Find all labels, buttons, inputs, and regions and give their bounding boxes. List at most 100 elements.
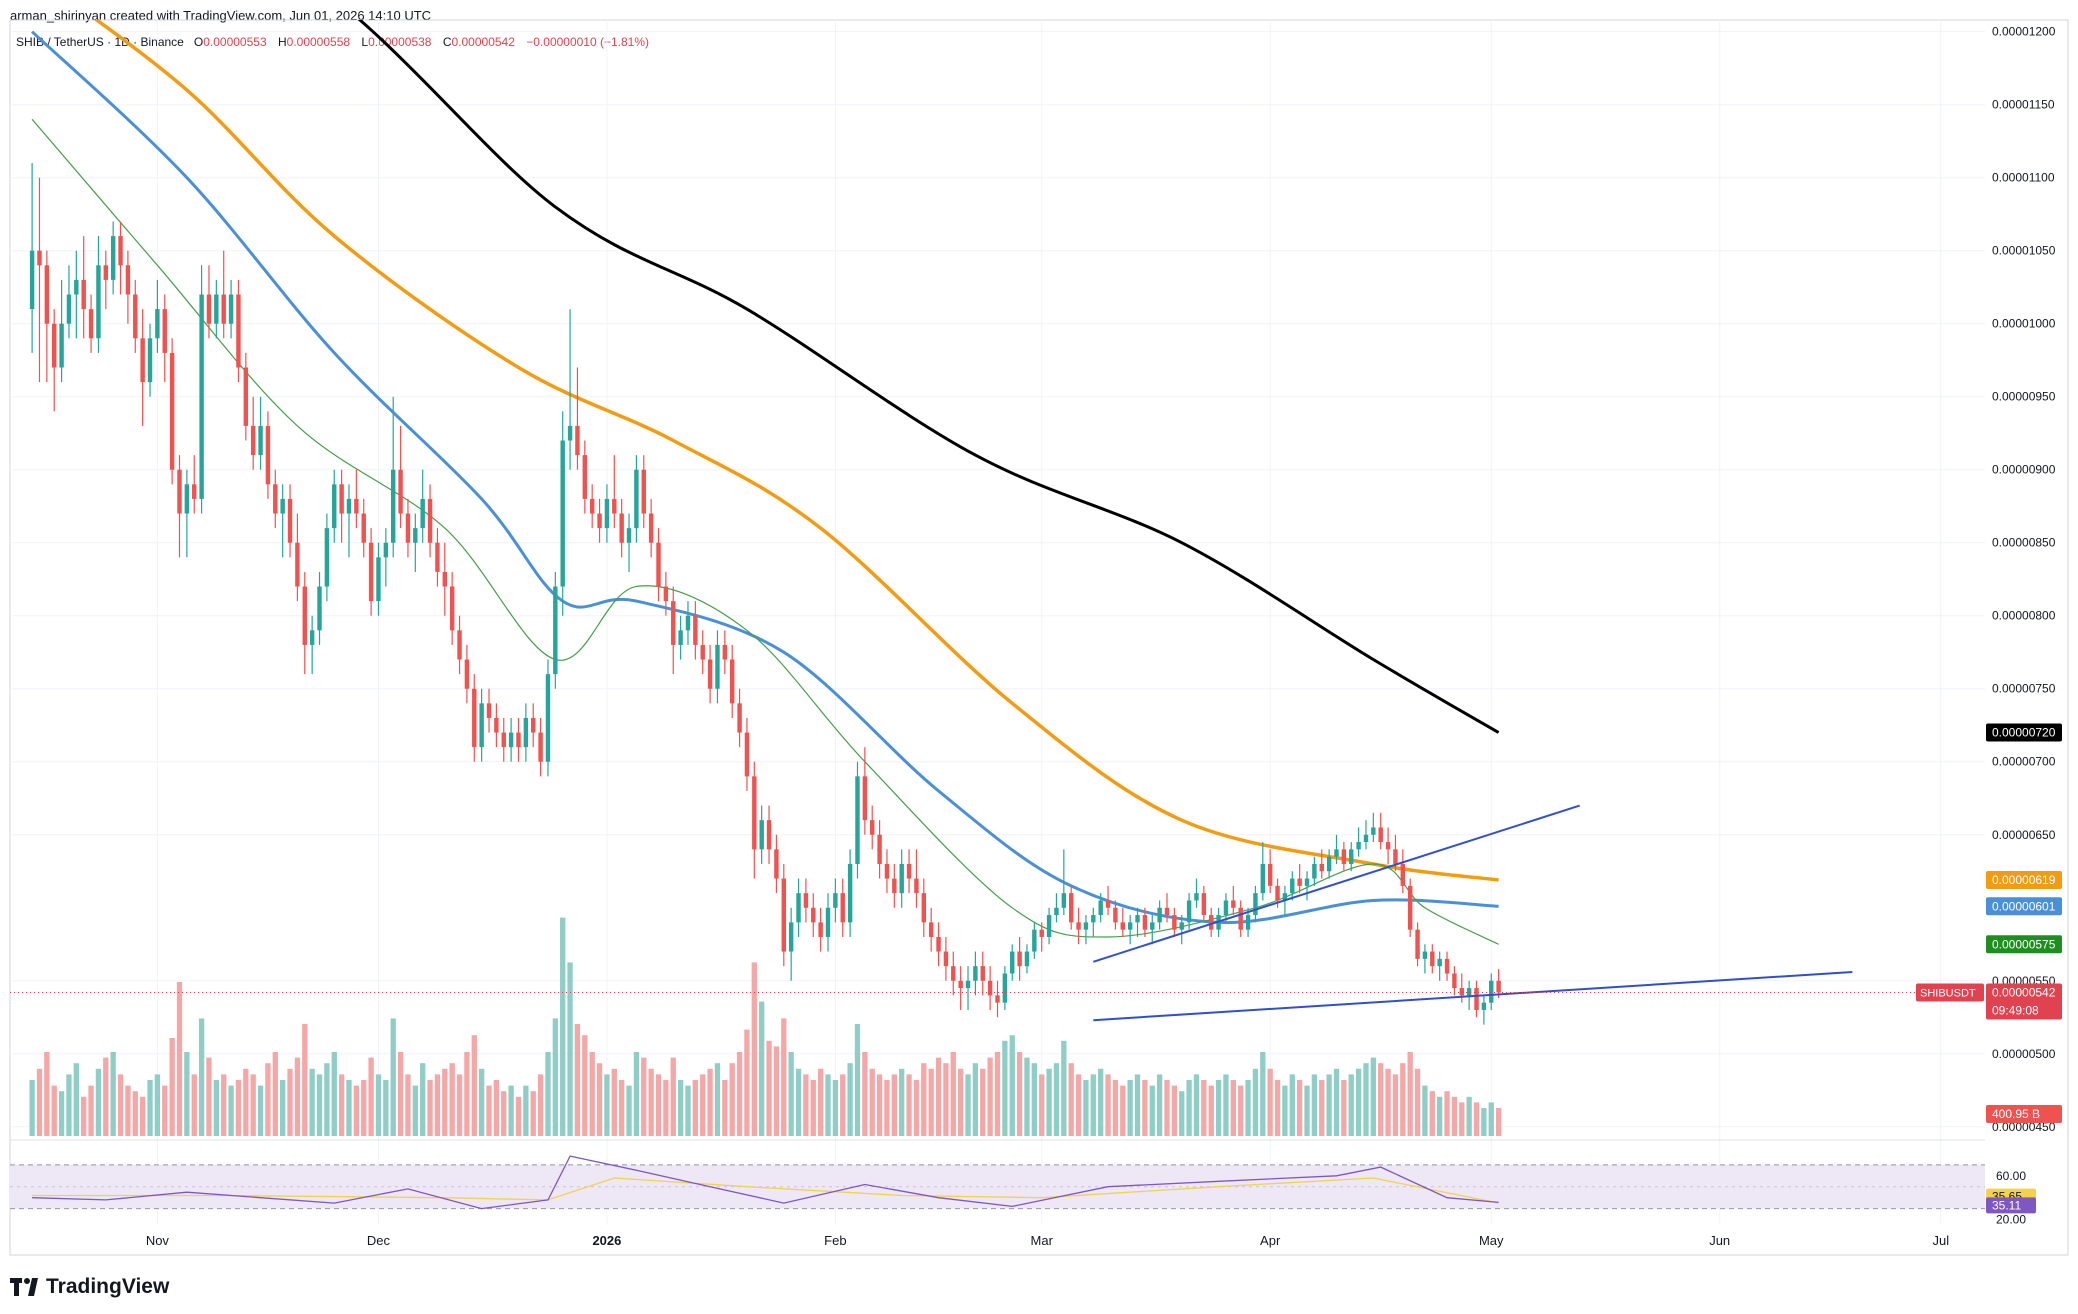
volume-bar [862, 1052, 868, 1136]
volume-bar [619, 1080, 625, 1136]
candle-body [258, 425, 263, 456]
volume-bar [265, 1063, 271, 1136]
volume-bar [1363, 1063, 1369, 1136]
symbol-name: SHIB / TetherUS · 1D · Binance [16, 35, 184, 49]
x-tick-label: Mar [1031, 1233, 1054, 1248]
candle-body [206, 294, 212, 324]
volume-bar [302, 1024, 308, 1136]
volume-bar [324, 1063, 330, 1136]
tradingview-logo[interactable]: TradingView [10, 1275, 169, 1299]
candle-body [494, 717, 499, 733]
volume-bar [198, 1018, 205, 1136]
candle-body [1113, 907, 1118, 923]
candle-body [1024, 951, 1030, 967]
volume-bar [1201, 1080, 1207, 1136]
candle-body [1275, 885, 1280, 901]
volume-bar [1473, 1102, 1480, 1136]
candle-body [1312, 863, 1317, 879]
volume-bar [655, 1074, 662, 1136]
volume-bar [316, 1074, 323, 1136]
volume-bar [1245, 1080, 1251, 1136]
volume-bar [1400, 1063, 1406, 1136]
volume-bar [921, 1063, 927, 1136]
volume-bar [781, 1018, 787, 1136]
price-tags: 0.00000720 0.00000619 0.00000601 0.00000575… [1916, 723, 2062, 1214]
volume-bar [736, 1052, 743, 1136]
symbol-tag-bg [1916, 983, 1984, 1002]
y-tick-label: 0.00000500 [1992, 1047, 2056, 1061]
price-tag-bg [1986, 723, 2062, 742]
candle-body [140, 338, 145, 383]
candle-body [221, 294, 226, 324]
candle-body [1164, 907, 1170, 916]
candle-body [744, 732, 750, 777]
candle-body [1238, 907, 1243, 930]
price-tag-text: 0.00000575 [1992, 937, 2056, 951]
volume-bar [523, 1085, 529, 1136]
volume-bar [169, 1038, 175, 1136]
candle-body [420, 498, 425, 529]
candle-body [118, 236, 123, 266]
tradingview-logo-icon [10, 1278, 40, 1296]
candle-body [1135, 915, 1140, 923]
volume-bar [1238, 1085, 1244, 1136]
candle-body [1371, 827, 1376, 835]
volume-bar [1053, 1063, 1060, 1136]
volume-bar [257, 1085, 264, 1136]
volume-bar [206, 1057, 212, 1136]
volume-bar [1326, 1074, 1332, 1136]
y-tick-label: 0.00001050 [1992, 244, 2056, 258]
candle-body [634, 469, 639, 529]
candle-body [1091, 915, 1096, 923]
volume-bar [854, 1024, 861, 1136]
candle-body [508, 732, 514, 748]
volume-bar [1223, 1074, 1229, 1136]
candle-body [147, 338, 153, 383]
volume-bar [906, 1074, 912, 1136]
price-tag-bg [1986, 935, 2062, 954]
candle-body [177, 469, 182, 514]
y-tick-label: 0.00000700 [1992, 755, 2056, 769]
candle-body [818, 922, 823, 937]
candle-body [1349, 849, 1354, 864]
volume-tag-text: 400.95 B [1992, 1107, 2040, 1121]
y-tick-label: 0.00000750 [1992, 682, 2056, 696]
volume-bar [972, 1063, 979, 1136]
candle-body [1209, 915, 1214, 930]
volume-bar [913, 1080, 920, 1136]
candle-body [1054, 907, 1059, 916]
volume-bar [375, 1074, 382, 1136]
volume-bar [589, 1052, 595, 1136]
volume-bar [250, 1074, 256, 1136]
candle-body [796, 893, 801, 923]
candle-body [752, 776, 757, 850]
ma-20-line [31, 118, 1499, 945]
volume-bar [899, 1068, 905, 1136]
candle-body [825, 907, 831, 937]
candle-body [324, 528, 330, 587]
candle-body [125, 265, 131, 295]
volume-bar [66, 1074, 72, 1136]
volume-bar [958, 1068, 964, 1136]
price-tag-text: 0.00000619 [1992, 873, 2056, 887]
volume-bar [464, 1052, 470, 1136]
candle-body [280, 498, 285, 514]
volume-bar [1319, 1080, 1325, 1136]
candle-body [162, 309, 167, 353]
candle-body [1157, 907, 1162, 923]
time-axis[interactable]: Nov Dec 2026 Feb Mar Apr May Jun Jul [146, 1233, 1949, 1248]
candle-body [1172, 915, 1177, 930]
candle-body [619, 513, 624, 543]
candle-body [604, 498, 610, 529]
volume-bar [1348, 1074, 1354, 1136]
volume-bar [442, 1068, 448, 1136]
candle-body [1452, 973, 1457, 989]
volume-bar [1296, 1080, 1303, 1136]
trendline-2 [1093, 971, 1853, 1022]
volume-bar [243, 1068, 249, 1136]
volume-bar [1127, 1080, 1133, 1136]
volume-tag-bg [1986, 1105, 2062, 1123]
candle-body [390, 469, 396, 543]
price-axis[interactable]: 0.00001200 0.00001150 0.00001100 0.00001050… [1992, 25, 2056, 1227]
